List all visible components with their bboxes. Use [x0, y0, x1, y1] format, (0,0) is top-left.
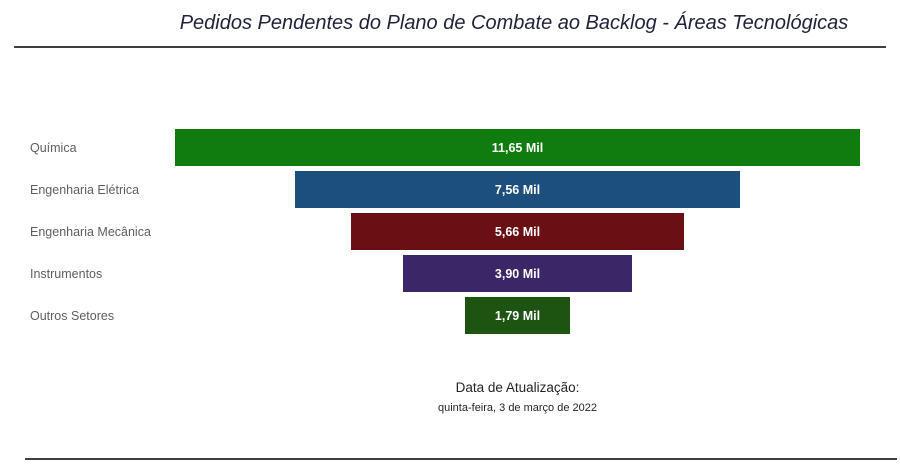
- bottom-divider: [25, 458, 897, 460]
- update-date: quinta-feira, 3 de março de 2022: [438, 402, 597, 414]
- funnel-bar[interactable]: 7,56 Mil: [295, 171, 740, 208]
- funnel-row: Engenharia Mecânica 5,66 Mil: [0, 213, 900, 250]
- funnel-row: Outros Setores 1,79 Mil: [0, 297, 900, 334]
- funnel-bar[interactable]: 11,65 Mil: [175, 129, 860, 166]
- category-label: Química: [30, 140, 77, 155]
- category-label: Instrumentos: [30, 266, 103, 281]
- funnel-row: Química 11,65 Mil: [0, 129, 900, 166]
- bar-value-label: 1,79 Mil: [494, 308, 541, 323]
- title-underline-divider: [14, 46, 886, 48]
- funnel-bar[interactable]: 1,79 Mil: [464, 297, 571, 334]
- category-label: Outros Setores: [30, 308, 115, 323]
- bar-area: 1,79 Mil: [175, 297, 860, 334]
- funnel-row: Instrumentos 3,90 Mil: [0, 255, 900, 292]
- update-label: Data de Atualização:: [455, 380, 580, 395]
- funnel-row: Engenharia Elétrica 7,56 Mil: [0, 171, 900, 208]
- funnel-bar[interactable]: 5,66 Mil: [351, 213, 684, 250]
- bar-area: 11,65 Mil: [175, 129, 860, 166]
- bar-area: 7,56 Mil: [175, 171, 860, 208]
- bar-area: 5,66 Mil: [175, 213, 860, 250]
- bar-value-label: 3,90 Mil: [494, 266, 541, 281]
- funnel-bar[interactable]: 3,90 Mil: [402, 255, 633, 292]
- page-title: Pedidos Pendentes do Plano de Combate ao…: [179, 12, 849, 34]
- funnel-chart: Química 11,65 Mil Engenharia Elétrica 7,56 …: [0, 129, 900, 339]
- category-label: Engenharia Mecânica: [30, 224, 151, 239]
- bar-value-label: 11,65 Mil: [491, 140, 544, 155]
- update-footer: Data de Atualização: quinta-feira, 3 de …: [175, 380, 860, 414]
- bar-value-label: 7,56 Mil: [494, 182, 541, 197]
- bar-value-label: 5,66 Mil: [494, 224, 541, 239]
- bar-area: 3,90 Mil: [175, 255, 860, 292]
- category-label: Engenharia Elétrica: [30, 182, 140, 197]
